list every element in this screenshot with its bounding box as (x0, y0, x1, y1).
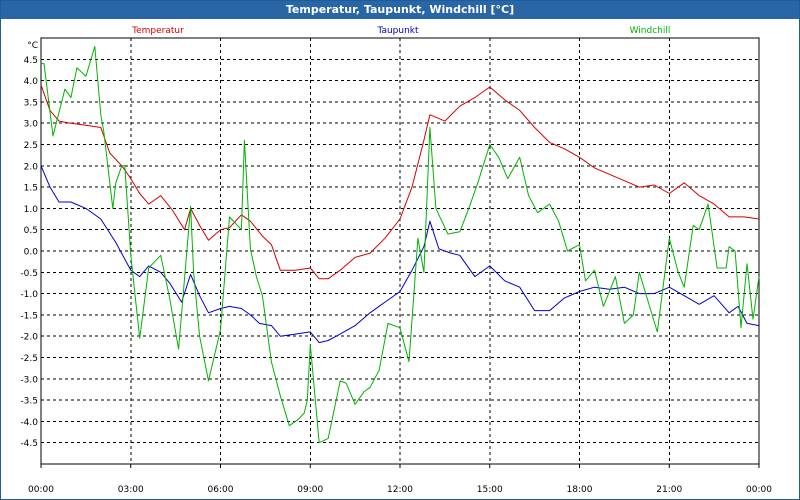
y-tick-label: 3.5 (24, 98, 38, 108)
y-tick-label: 1.0 (24, 205, 39, 215)
series-line-windchill (41, 46, 760, 444)
y-tick-label: 0.5 (24, 226, 38, 236)
x-tick-time-label: 12:00 (387, 485, 413, 495)
y-tick-label: 4.0 (24, 77, 39, 87)
y-tick-label: 4.5 (24, 56, 38, 66)
plot-frame (40, 37, 760, 465)
x-tick-time-label: 03:00 (118, 485, 144, 495)
y-tick-label: -4.0 (20, 418, 38, 428)
x-tick-time-label: 00:00 (28, 485, 54, 495)
y-tick-label: 2.0 (24, 162, 39, 172)
x-tick-time-label: 21:00 (656, 485, 682, 495)
x-tick-time-label: 18:00 (567, 485, 593, 495)
y-tick-label: -3.5 (20, 397, 38, 407)
y-tick-label: 0.0 (24, 248, 39, 258)
x-tick-time-label: 00:00 (746, 485, 772, 495)
y-tick-label: -4.5 (20, 439, 38, 449)
y-tick-label: -3.0 (20, 375, 38, 385)
y-tick-label: -2.0 (20, 333, 38, 343)
x-tick-time-label: 06:00 (208, 485, 234, 495)
series-line-temperatur (40, 84, 760, 280)
y-tick-label: -0.5 (20, 269, 38, 279)
y-tick-label: 1.5 (24, 184, 38, 194)
series-line-taupunkt (40, 165, 760, 344)
x-tick-time-label: 09:00 (297, 485, 323, 495)
legend-label-temperatur: Temperatur (131, 26, 184, 36)
y-tick-label: -1.0 (20, 290, 38, 300)
legend-label-windchill: Windchill (630, 26, 671, 36)
y-tick-label: -2.5 (20, 354, 38, 364)
y-axis-unit: °C (27, 41, 38, 51)
x-tick-time-label: 15:00 (477, 485, 503, 495)
y-tick-label: 3.0 (24, 120, 39, 130)
legend-label-taupunkt: Taupunkt (376, 26, 419, 36)
y-tick-label: -1.5 (20, 311, 38, 321)
chart-canvas: 4.5 4.0 3.5 3.0 2.5 2.0 1.5 1.0 0.5 0.0 -0.5 -1.0 -1… (20, 26, 772, 495)
y-tick-label: 2.5 (24, 141, 38, 151)
window-title: Temperatur, Taupunkt, Windchill [°C] (1, 1, 799, 19)
